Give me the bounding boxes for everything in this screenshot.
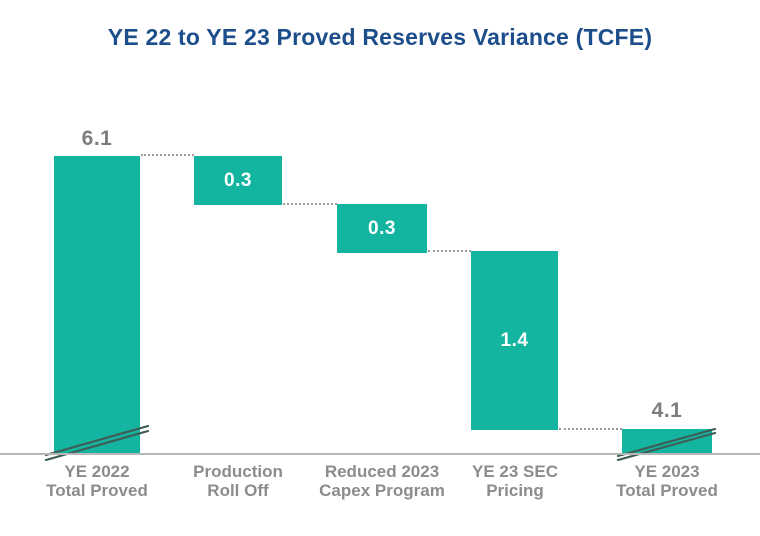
bar-value-ye23-sec-pricing: 1.4 xyxy=(500,329,529,351)
connector-dotted-2 xyxy=(283,203,337,205)
bar-ye23-sec-pricing: 1.4 xyxy=(471,251,558,430)
x-axis-baseline xyxy=(0,453,760,455)
bar-production-roll-off: 0.3 xyxy=(194,156,282,205)
category-line1: YE 2023 xyxy=(634,462,700,481)
category-label-ye23-sec-pricing: YE 23 SEC Pricing xyxy=(435,462,595,500)
bar-value-ye2022: 6.1 xyxy=(81,127,113,150)
category-line2: Capex Program xyxy=(319,481,445,500)
category-line2: Pricing xyxy=(486,481,544,500)
category-line1: YE 2022 xyxy=(64,462,130,481)
axis-break-marks-ye2022 xyxy=(44,424,150,462)
category-label-ye2023-total-proved: YE 2023 Total Proved xyxy=(587,462,747,500)
connector-dotted-4 xyxy=(559,428,622,430)
category-line1: YE 23 SEC xyxy=(472,462,558,481)
connector-dotted-3 xyxy=(428,250,471,252)
chart-title: YE 22 to YE 23 Proved Reserves Variance … xyxy=(107,24,653,50)
category-line1: Production xyxy=(193,462,283,481)
category-line2: Roll Off xyxy=(207,481,269,500)
category-line2: Total Proved xyxy=(616,481,718,500)
bar-value-ye2023: 4.1 xyxy=(651,399,683,422)
category-label-ye2022-total-proved: YE 2022 Total Proved xyxy=(17,462,177,500)
category-label-reduced-2023-capex: Reduced 2023 Capex Program xyxy=(302,462,462,500)
axis-break-marks-ye2023 xyxy=(616,427,717,462)
bar-ye2022-total-proved xyxy=(54,156,140,454)
connector-dotted-1 xyxy=(141,154,194,156)
bar-value-production-roll-off: 0.3 xyxy=(224,169,252,191)
category-label-production-roll-off: Production Roll Off xyxy=(158,462,318,500)
bar-value-reduced-2023-capex: 0.3 xyxy=(368,217,396,239)
category-line1: Reduced 2023 xyxy=(324,462,440,481)
bar-reduced-2023-capex: 0.3 xyxy=(337,204,427,253)
category-line2: Total Proved xyxy=(46,481,148,500)
